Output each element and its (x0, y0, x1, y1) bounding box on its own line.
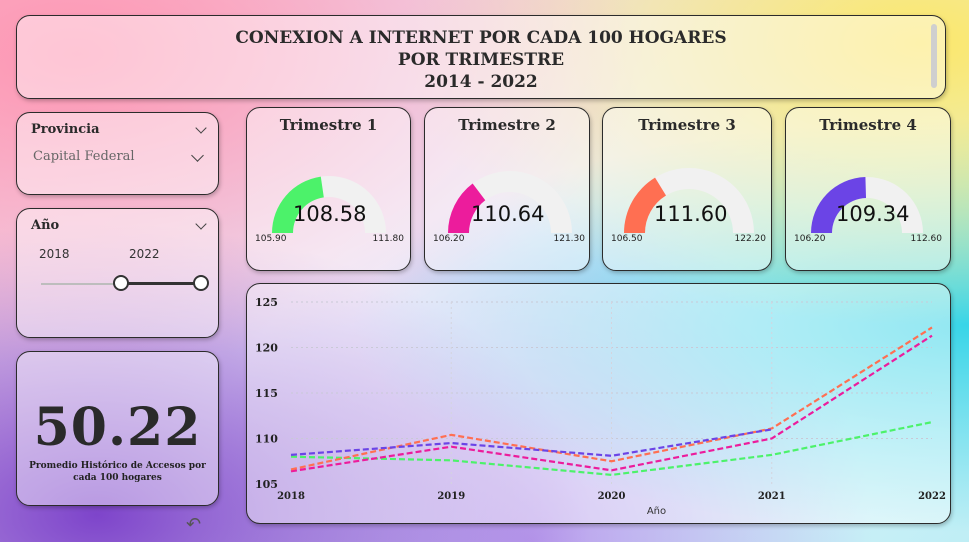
page-title-line-1: CONEXION A INTERNET POR CADA 100 HOGARES (235, 28, 727, 48)
anio-slider-to-handle[interactable] (193, 275, 209, 291)
x-tick-label: 2018 (277, 491, 305, 502)
series-line-2 (290, 334, 933, 473)
gauge-value: 111.60 (654, 202, 728, 226)
gauge-value: 110.64 (471, 202, 545, 226)
y-tick-label: 110 (255, 433, 278, 446)
anio-to-input[interactable]: 2022 (129, 247, 160, 261)
y-tick-label: 105 (255, 478, 278, 491)
undo-icon[interactable]: ↶ (186, 514, 202, 535)
gauge-max: 122.20 (734, 234, 767, 244)
gauge-max: 112.60 (910, 234, 943, 244)
x-tick-label: 2020 (598, 491, 626, 502)
gauge-min: 106.20 (433, 234, 465, 244)
y-tick-label: 120 (255, 342, 278, 355)
x-tick-label: 2022 (918, 491, 946, 502)
gauge-title: Trimestre 3 (638, 116, 736, 134)
y-tick-label: 115 (255, 387, 278, 400)
provincia-dropdown-chevron-icon[interactable] (191, 149, 204, 162)
gauge-max: 111.80 (372, 234, 405, 244)
gauge-card-trimestre-1: Trimestre 1 105.90 108.58 111.80 (246, 107, 411, 271)
gauge-title: Trimestre 2 (458, 116, 556, 134)
y-tick-label: 125 (255, 296, 278, 309)
page-title-line-3: 2014 - 2022 (424, 72, 538, 92)
gauge-chart (448, 171, 572, 233)
anio-slider-from-handle[interactable] (113, 275, 129, 291)
scrollbar[interactable] (931, 24, 937, 88)
page-title-line-2: POR TRIMESTRE (397, 50, 565, 70)
provincia-label: Provincia (31, 122, 100, 137)
gauge-title: Trimestre 1 (279, 116, 378, 134)
title-card: CONEXION A INTERNET POR CADA 100 HOGARES… (16, 15, 946, 99)
gauge-min: 105.90 (255, 234, 287, 244)
gauge-card-trimestre-4: Trimestre 4 106.20 109.34 112.60 (785, 107, 951, 271)
line-chart: 105 110 115 120 125 2018 2019 2020 2021 2022 Año (255, 296, 946, 517)
gauge-fill (448, 183, 486, 233)
gauge-fill (811, 177, 867, 233)
gauge-card-trimestre-2: Trimestre 2 106.20 110.64 121.30 (424, 107, 590, 271)
gauge-min: 106.20 (794, 234, 826, 244)
anio-label: Año (31, 218, 60, 233)
gauge-chart (624, 168, 754, 233)
kpi-value: 50.22 (33, 397, 202, 458)
kpi-card: 50.22 Promedio Histórico de Accesos por … (16, 351, 219, 506)
gauge-track (448, 171, 572, 233)
gauge-card-trimestre-3: Trimestre 3 106.50 111.60 122.20 (602, 107, 772, 271)
anio-slicer: Año 2018 2022 (16, 208, 219, 338)
anio-slider-range (121, 282, 201, 285)
chevron-down-icon[interactable] (195, 122, 207, 134)
gauge-value: 108.58 (293, 202, 367, 226)
gauge-title: Trimestre 4 (819, 116, 917, 134)
chevron-down-icon[interactable] (195, 218, 207, 230)
provincia-slicer: Provincia Capital Federal (16, 112, 219, 195)
gauge-min: 106.50 (611, 234, 643, 244)
kpi-label: Promedio Histórico de Accesos por cada 1… (29, 461, 206, 483)
anio-from-input[interactable]: 2018 (39, 247, 70, 261)
series-line-3 (290, 326, 933, 471)
x-tick-label: 2019 (437, 491, 465, 502)
line-chart-card: 105 110 115 120 125 2018 2019 2020 2021 2022 Año (246, 283, 951, 524)
gauge-fill (624, 177, 667, 233)
gauge-chart (811, 177, 923, 233)
x-axis-label: Año (647, 506, 666, 517)
gauge-chart (272, 176, 386, 233)
provincia-dropdown-value[interactable]: Capital Federal (33, 149, 135, 164)
x-tick-label: 2021 (758, 491, 786, 502)
gauge-max: 121.30 (553, 234, 586, 244)
gauge-value: 109.34 (836, 202, 910, 226)
gauge-fill (272, 176, 324, 233)
